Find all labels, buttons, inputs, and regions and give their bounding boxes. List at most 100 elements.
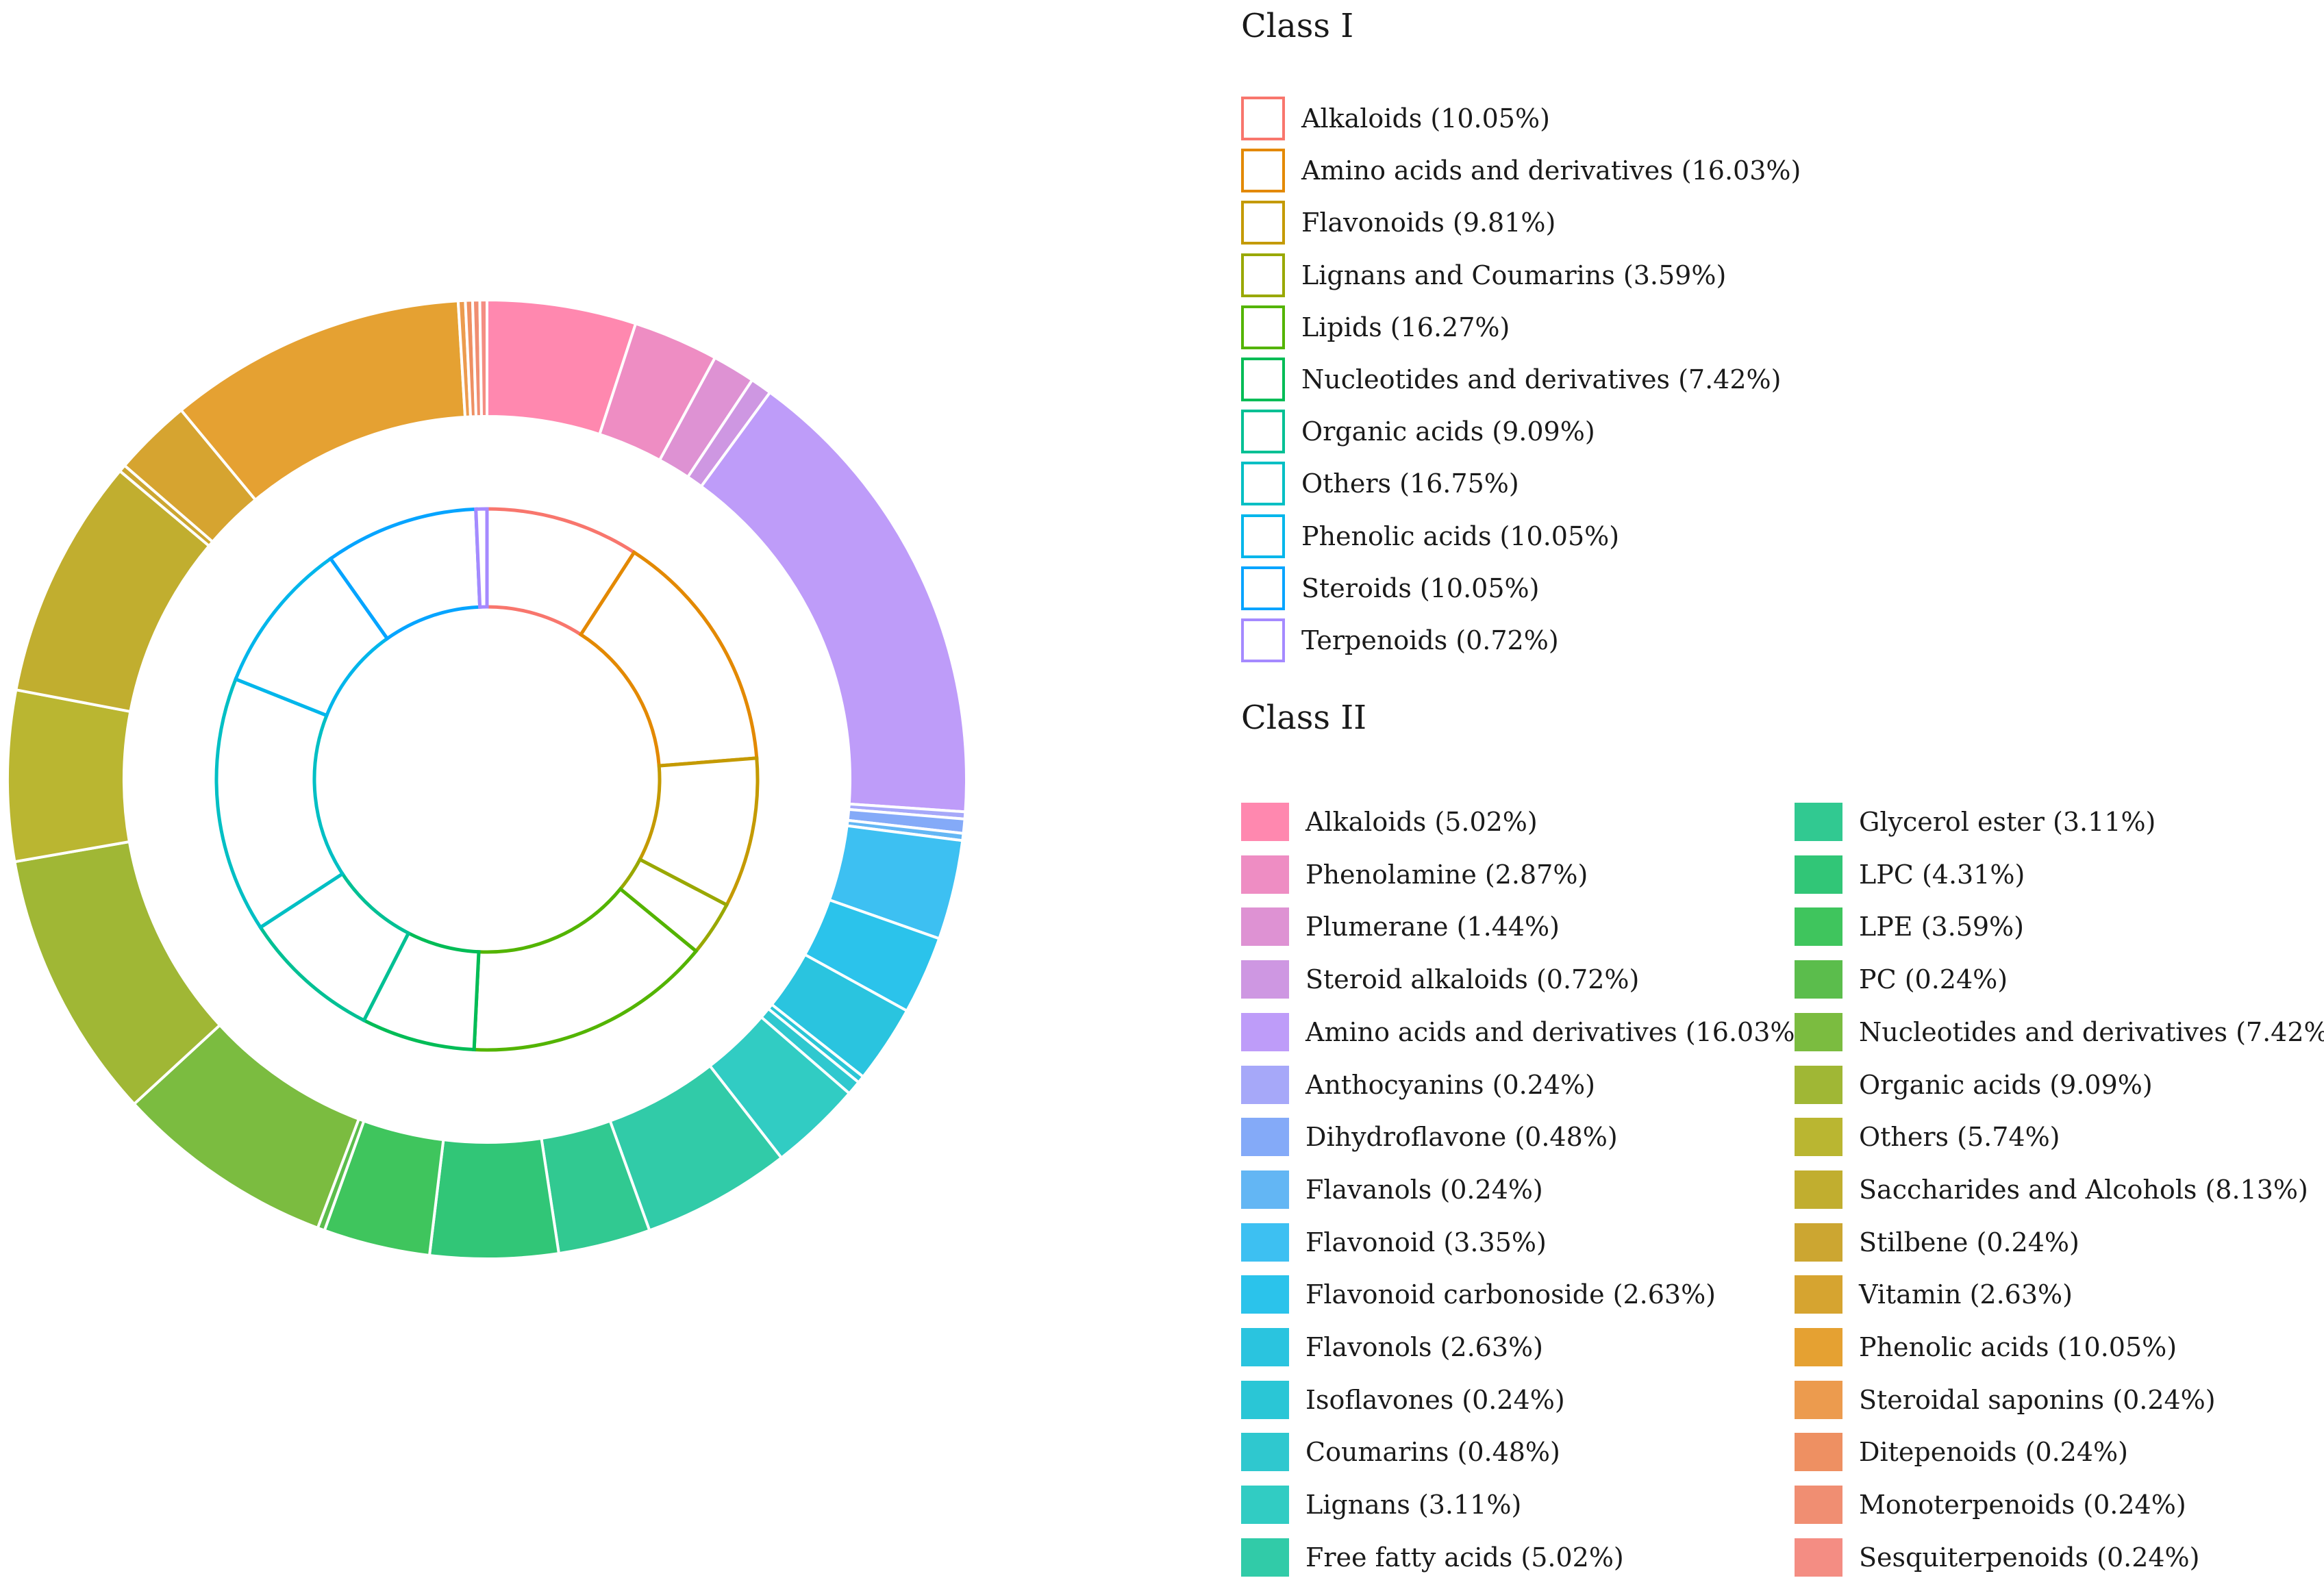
class2-legend-item-lignans: Lignans (3.11%): [1241, 1484, 1521, 1525]
class2-slice-lpc: [427, 1136, 561, 1260]
legend-swatch: [1241, 1538, 1289, 1577]
class2-legend-item-sesquiterpenoids: Sesquiterpenoids (0.24%): [1795, 1537, 2200, 1578]
legend-swatch: [1795, 1433, 1842, 1472]
legend-swatch: [1795, 1012, 1842, 1051]
legend-label: Plumerane (1.44%): [1305, 912, 1560, 942]
legend-swatch: [1795, 1223, 1842, 1262]
legend-label: Steroid alkaloids (0.72%): [1305, 964, 1640, 995]
legend-swatch: [1241, 149, 1285, 193]
legend-swatch: [1241, 566, 1285, 610]
legend-label: Phenolamine (2.87%): [1305, 859, 1588, 890]
class2-legend-item-organic-acids: Organic acids (9.09%): [1795, 1064, 2153, 1105]
legend-swatch: [1241, 462, 1285, 506]
class2-legend-item-flavanols: Flavanols (0.24%): [1241, 1169, 1543, 1210]
legend-label: Steroidal saponins (0.24%): [1859, 1384, 2216, 1415]
legend-label: Isoflavones (0.24%): [1305, 1384, 1565, 1415]
legend-label: Steroids (10.05%): [1301, 573, 1540, 603]
legend-swatch: [1241, 1380, 1289, 1419]
legend-swatch: [1241, 1065, 1289, 1104]
legend-label: Ditepenoids (0.24%): [1859, 1437, 2128, 1468]
class1-legend-title: Class I: [1241, 7, 1354, 45]
legend-swatch: [1241, 960, 1289, 999]
legend-label: Lignans (3.11%): [1305, 1490, 1522, 1520]
class2-legend-item-pc: PC (0.24%): [1795, 959, 2008, 1000]
class2-legend-item-vitamin: Vitamin (2.63%): [1795, 1274, 2073, 1315]
class2-legend-item-free-fatty-acids: Free fatty acids (5.02%): [1241, 1537, 1624, 1578]
legend-swatch: [1241, 1275, 1289, 1314]
legend-swatch: [1241, 1170, 1289, 1209]
class2-legend-item-saccharides-and-alcohols: Saccharides and Alcohols (8.13%): [1795, 1169, 2308, 1210]
legend-label: Monoterpenoids (0.24%): [1859, 1490, 2186, 1520]
legend-swatch: [1795, 1380, 1842, 1419]
class2-legend-item-alkaloids: Alkaloids (5.02%): [1241, 801, 1538, 842]
class2-slice-sesquiterpenoids: [478, 298, 488, 418]
legend-label: Flavonols (2.63%): [1305, 1332, 1543, 1362]
legend-label: Others (5.74%): [1859, 1122, 2060, 1153]
legend-label: Terpenoids (0.72%): [1301, 625, 1559, 655]
legend-label: Glycerol ester (3.11%): [1859, 807, 2156, 837]
class1-legend: Class I Alkaloids (10.05%) Amino acids an…: [1241, 7, 1801, 662]
class2-legend: Class II Alkaloids (5.02%) Phenolamine (2…: [1241, 699, 2324, 1577]
class1-slice-lipids: [472, 886, 699, 1052]
legend-swatch: [1241, 1433, 1289, 1472]
class1-legend-item-steroids: Steroids (10.05%): [1241, 566, 1540, 610]
class1-legend-item-amino-acids-and-derivatives: Amino acids and derivatives (16.03%): [1241, 149, 1801, 193]
legend-label: Dihydroflavone (0.48%): [1305, 1122, 1618, 1153]
class2-legend-item-coumarins: Coumarins (0.48%): [1241, 1431, 1560, 1473]
legend-swatch: [1241, 1328, 1289, 1366]
class2-legend-item-amino-acids-and-derivatives: Amino acids and derivatives (16.03%): [1241, 1012, 1805, 1053]
legend-label: Organic acids (9.09%): [1301, 416, 1595, 447]
legend-label: Phenolic acids (10.05%): [1859, 1332, 2177, 1362]
legend-swatch: [1795, 1065, 1842, 1104]
legend-label: Alkaloids (10.05%): [1301, 103, 1550, 134]
legend-label: Vitamin (2.63%): [1859, 1279, 2073, 1310]
legend-label: Flavonoid carbonoside (2.63%): [1305, 1279, 1716, 1310]
class1-legend-item-nucleotides-and-derivatives: Nucleotides and derivatives (7.42%): [1241, 358, 1781, 401]
legend-swatch: [1241, 305, 1285, 349]
legend-label: Amino acids and derivatives (16.03%): [1305, 1016, 1806, 1047]
class2-legend-item-nucleotides-and-derivatives: Nucleotides and derivatives (7.42%): [1795, 1012, 2324, 1053]
class2-legend-item-flavonoid: Flavonoid (3.35%): [1241, 1222, 1547, 1263]
legend-swatch: [1241, 1486, 1289, 1525]
legend-label: Flavonoids (9.81%): [1301, 208, 1556, 238]
legend-label: Free fatty acids (5.02%): [1305, 1542, 1624, 1573]
legend-swatch: [1795, 803, 1842, 841]
class2-legend-item-plumerane: Plumerane (1.44%): [1241, 906, 1560, 947]
class2-legend-item-dihydroflavone: Dihydroflavone (0.48%): [1241, 1116, 1618, 1157]
class2-legend-title: Class II: [1241, 699, 1367, 737]
legend-swatch: [1795, 1486, 1842, 1525]
legend-swatch: [1795, 1170, 1842, 1209]
legend-label: Sesquiterpenoids (0.24%): [1859, 1542, 2200, 1573]
legend-label: Saccharides and Alcohols (8.13%): [1859, 1174, 2308, 1205]
class1-legend-item-terpenoids: Terpenoids (0.72%): [1241, 618, 1559, 662]
class1-legend-item-organic-acids: Organic acids (9.09%): [1241, 410, 1595, 454]
class2-legend-item-steroidal-saponins: Steroidal saponins (0.24%): [1795, 1379, 2216, 1420]
class2-legend-item-lpc: LPC (4.31%): [1795, 854, 2025, 895]
legend-swatch: [1795, 855, 1842, 894]
legend-swatch: [1241, 618, 1285, 662]
class1-ring: [214, 507, 760, 1052]
class2-slice-others: [6, 688, 132, 864]
class2-legend-item-glycerol-ester: Glycerol ester (3.11%): [1795, 801, 2156, 842]
class2-legend-item-isoflavones: Isoflavones (0.24%): [1241, 1379, 1565, 1420]
class1-legend-item-lignans-and-coumarins: Lignans and Coumarins (3.59%): [1241, 253, 1726, 297]
class2-legend-item-steroid-alkaloids: Steroid alkaloids (0.72%): [1241, 959, 1639, 1000]
legend-label: LPC (4.31%): [1859, 859, 2025, 890]
legend-label: Flavanols (0.24%): [1305, 1174, 1543, 1205]
legend-swatch: [1241, 907, 1289, 947]
legend-label: Coumarins (0.48%): [1305, 1437, 1560, 1468]
class2-legend-item-monoterpenoids: Monoterpenoids (0.24%): [1795, 1484, 2186, 1525]
legend-swatch: [1795, 1275, 1842, 1314]
legend-label: Flavonoid (3.35%): [1305, 1227, 1547, 1257]
legend-label: Lipids (16.27%): [1301, 312, 1510, 342]
legend-swatch: [1241, 410, 1285, 454]
legend-label: Others (16.75%): [1301, 468, 1519, 499]
class1-legend-item-phenolic-acids: Phenolic acids (10.05%): [1241, 514, 1620, 558]
legend-label: Stilbene (0.24%): [1859, 1227, 2079, 1257]
legend-swatch: [1241, 514, 1285, 558]
class2-legend-item-stilbene: Stilbene (0.24%): [1795, 1222, 2079, 1263]
legend-label: Alkaloids (5.02%): [1305, 807, 1538, 837]
legend-swatch: [1241, 201, 1285, 245]
class2-legend-item-phenolamine: Phenolamine (2.87%): [1241, 854, 1588, 895]
legend-label: Phenolic acids (10.05%): [1301, 521, 1620, 551]
